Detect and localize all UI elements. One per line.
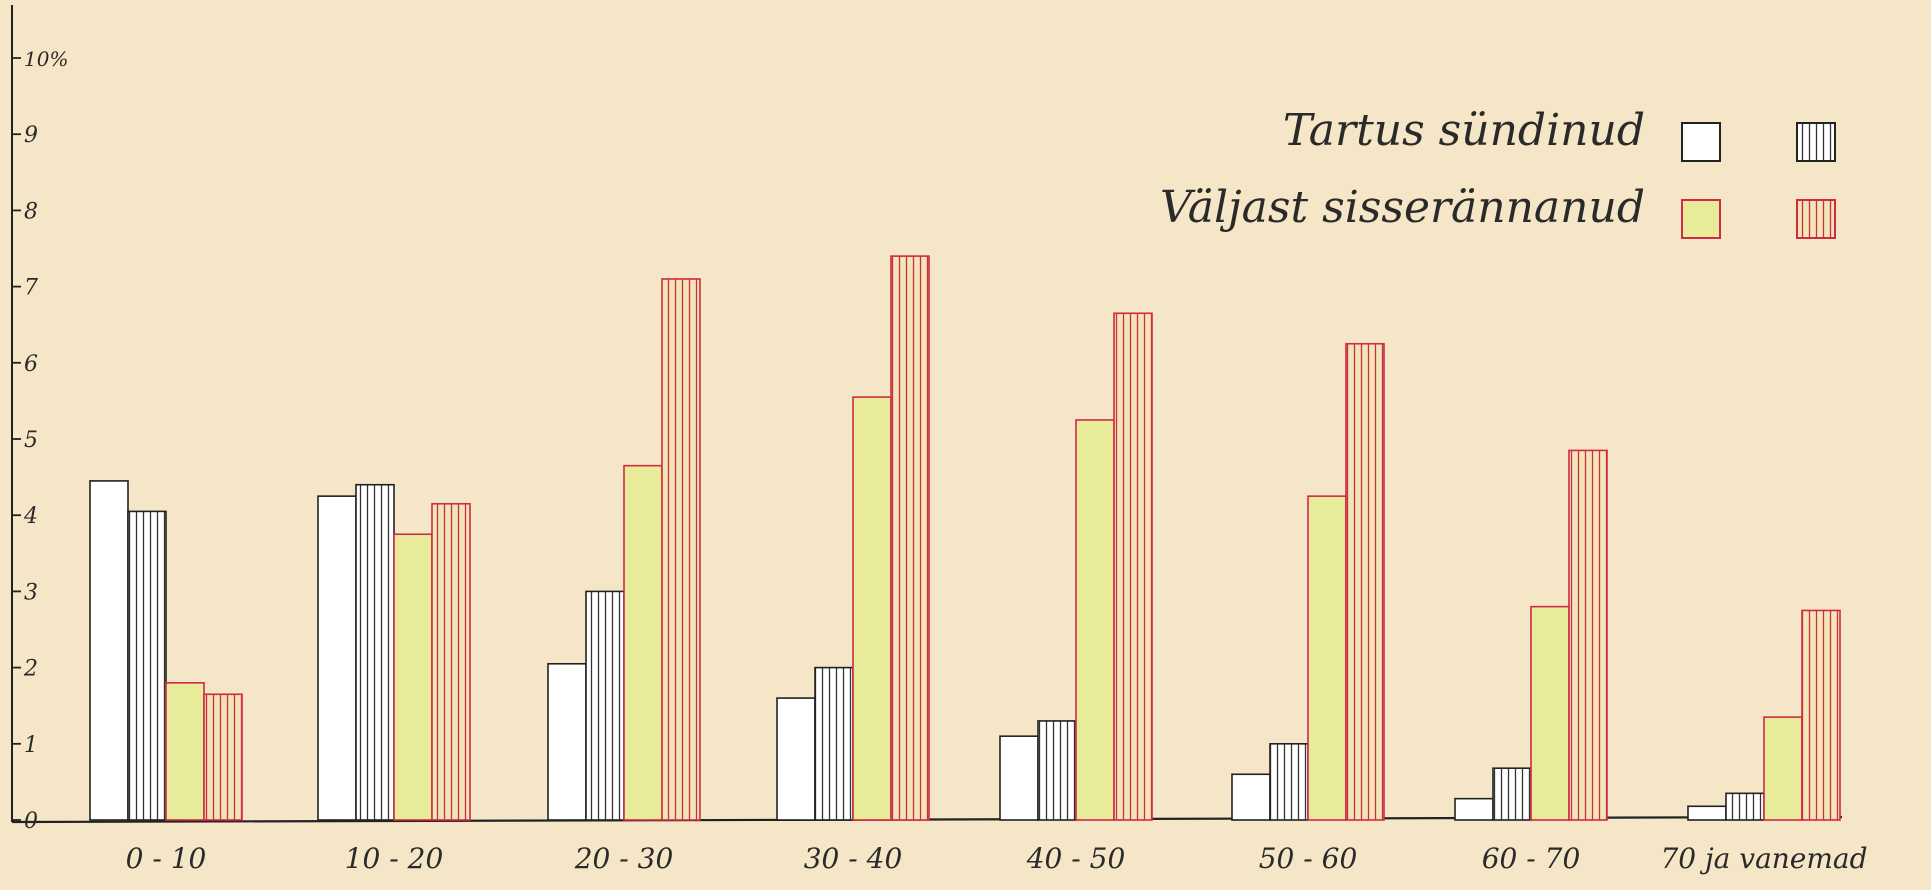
y-tick-label: 4 xyxy=(23,504,38,529)
y-tick-label: 0 xyxy=(24,809,38,834)
x-tick-label: 10 - 20 xyxy=(345,842,444,875)
bar-immigrated-plain xyxy=(393,533,433,821)
legend-label: Tartus sündinud xyxy=(1283,105,1645,156)
bar-immigrated-plain xyxy=(1075,419,1115,821)
legend-swatch-plain xyxy=(1681,199,1721,239)
legend-swatch-hatched xyxy=(1796,199,1836,239)
bar-immigrated-hatched xyxy=(1113,312,1153,821)
bar-born-plain xyxy=(89,480,129,821)
y-tick-label: 6 xyxy=(24,352,38,377)
x-tick-label: 40 - 50 xyxy=(1026,842,1126,875)
bar-immigrated-hatched xyxy=(661,278,701,821)
y-tick-label: 5 xyxy=(24,428,38,453)
legend: Tartus sündinud Väljast sisserännanud xyxy=(1160,105,1836,239)
bar-immigrated-hatched xyxy=(1568,449,1608,821)
bar-born-plain xyxy=(1454,797,1494,821)
bar-born-plain xyxy=(547,662,587,821)
labels: 0 1 2 3 4 5 6 7 8 9 10% 0 - 10 10 - 20 20 - 30 30 - 40… xyxy=(23,47,1868,875)
bar-born-hatched xyxy=(1269,742,1309,821)
bar-born-plain xyxy=(317,495,357,821)
bar-born-hatched xyxy=(355,483,395,821)
legend-swatch-hatched xyxy=(1796,122,1836,162)
bar-immigrated-hatched xyxy=(203,693,243,821)
bar-immigrated-hatched xyxy=(1801,609,1841,821)
bar-born-hatched xyxy=(814,666,854,821)
bar-born-hatched xyxy=(1725,792,1765,821)
bar-born-hatched xyxy=(127,510,167,821)
legend-swatch-plain xyxy=(1681,122,1721,162)
bar-born-plain xyxy=(776,697,816,821)
bar-born-plain xyxy=(1687,805,1727,821)
x-tick-label: 50 - 60 xyxy=(1259,842,1358,875)
x-tick-label: 70 ja vanemad xyxy=(1660,842,1867,875)
y-tick-label: 3 xyxy=(24,580,38,605)
bar-immigrated-plain xyxy=(1763,716,1803,821)
bar-born-hatched xyxy=(1037,720,1077,821)
y-tick-label: 8 xyxy=(24,199,38,224)
x-tick-label: 60 - 70 xyxy=(1482,842,1581,875)
bars xyxy=(89,255,1841,821)
x-tick-label: 0 - 10 xyxy=(126,842,207,875)
bar-immigrated-hatched xyxy=(890,255,930,821)
bar-immigrated-plain xyxy=(852,396,892,821)
y-tick-label: 10% xyxy=(24,47,68,71)
x-tick-label: 30 - 40 xyxy=(804,842,903,875)
bar-born-plain xyxy=(999,735,1039,821)
bar-born-hatched xyxy=(585,590,625,821)
bar-immigrated-plain xyxy=(1307,495,1347,821)
bar-immigrated-plain xyxy=(165,682,205,821)
bar-immigrated-plain xyxy=(623,464,663,821)
bar-immigrated-plain xyxy=(1530,605,1570,821)
bar-immigrated-hatched xyxy=(431,502,471,821)
bar-immigrated-hatched xyxy=(1345,342,1385,821)
x-tick-label: 20 - 30 xyxy=(574,842,674,875)
y-tick-label: 1 xyxy=(24,733,38,758)
legend-label: Väljast sisserännanud xyxy=(1160,182,1645,233)
y-tick-label: 7 xyxy=(24,276,38,301)
y-tick-label: 2 xyxy=(23,657,38,682)
y-tick-label: 9 xyxy=(24,123,38,148)
bar-born-hatched xyxy=(1492,767,1532,821)
bar-born-plain xyxy=(1231,773,1271,821)
